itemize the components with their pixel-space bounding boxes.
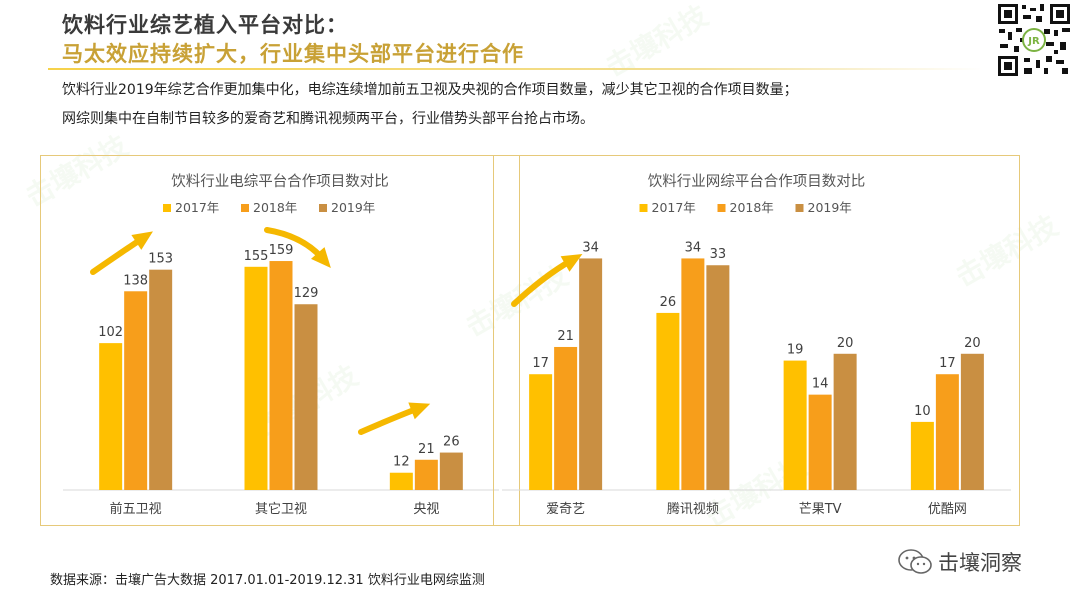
bar [414, 459, 438, 490]
trend-arrow [90, 231, 153, 275]
trend-arrow [511, 254, 583, 307]
x-tick-label: 其它卫视 [255, 501, 307, 517]
bar [833, 353, 857, 490]
data-label: 155 [244, 249, 269, 264]
legend-swatch [795, 204, 804, 212]
bar [99, 343, 123, 490]
qr-code-icon: JR [996, 2, 1072, 78]
legend-swatch [319, 204, 327, 212]
x-tick-label: 优酷网 [928, 502, 967, 517]
wechat-icon [898, 549, 932, 574]
bar [529, 374, 553, 490]
bar [244, 266, 268, 490]
data-label: 21 [557, 329, 574, 344]
data-label: 19 [787, 343, 804, 358]
bar [935, 374, 959, 490]
data-label: 26 [660, 295, 677, 310]
x-tick-label: 前五卫视 [110, 501, 162, 517]
data-label: 10 [914, 404, 931, 419]
legend-swatch [639, 204, 648, 212]
legend-item: 2018年 [241, 200, 297, 215]
data-label: 20 [964, 336, 981, 351]
bar [783, 360, 807, 490]
data-label: 17 [939, 356, 956, 371]
data-label: 14 [812, 377, 829, 392]
bar [389, 472, 413, 490]
brand-signature: 击壤洞察 [898, 547, 1022, 577]
page-subtitle: 马太效应持续扩大，行业集中头部平台进行合作 [62, 42, 524, 66]
data-label: 102 [98, 325, 123, 340]
data-label: 20 [837, 336, 854, 351]
watermark: 击壤科技 [600, 0, 714, 84]
bar [656, 312, 680, 490]
x-tick-label: 腾讯视频 [667, 501, 719, 517]
bar [910, 421, 934, 490]
chart-title: 饮料行业电综平台合作项目数对比 [171, 173, 389, 190]
description-line: 饮料行业2019年综艺合作更加集中化，电综连续增加前五卫视及央视的合作项目数量，… [62, 82, 798, 98]
page-title: 饮料行业综艺植入平台对比： [62, 13, 348, 37]
brand-name: 击壤洞察 [938, 551, 1022, 575]
data-label: 26 [443, 435, 460, 450]
bar [149, 269, 173, 490]
x-tick-label: 爱奇艺 [546, 501, 585, 517]
x-tick-label: 央视 [413, 502, 439, 517]
bar [294, 304, 318, 490]
web-chart-panel: 饮料行业网综平台合作项目数对比 2017年 2018年 2019年 17 21 34 爱奇艺 2… [493, 155, 1020, 526]
bar [554, 346, 578, 490]
title-divider [48, 68, 983, 70]
legend-label: 2017年 [652, 200, 696, 215]
tv-chart-panel: 饮料行业电综平台合作项目数对比 2017年 2018年 2019年 102 138 153 前… [40, 155, 520, 526]
legend-swatch [717, 204, 726, 212]
data-source: 数据来源：击壤广告大数据 2017.01.01-2019.12.31 饮料行业电… [50, 573, 485, 588]
web-variety-chart: 饮料行业网综平台合作项目数对比 2017年 2018年 2019年 17 21 34 爱奇艺 2… [502, 173, 1011, 517]
x-tick-label: 芒果TV [799, 501, 842, 517]
data-label: 138 [123, 273, 148, 288]
bar [808, 394, 832, 490]
svg-text:JR: JR [1027, 36, 1040, 47]
data-label: 12 [393, 455, 410, 470]
trend-arrow [358, 402, 431, 435]
data-label: 129 [294, 286, 319, 301]
data-label: 153 [148, 252, 173, 267]
legend-item: 2017年 [639, 200, 696, 215]
data-label: 33 [710, 247, 727, 262]
legend-label: 2017年 [175, 200, 219, 215]
trend-arrow [264, 227, 331, 269]
bar [269, 261, 293, 490]
legend-item: 2019年 [319, 200, 375, 215]
chart-title: 饮料行业网综平台合作项目数对比 [648, 173, 866, 190]
bar [579, 258, 603, 490]
legend-swatch [163, 204, 171, 212]
legend-label: 2019年 [331, 200, 375, 215]
legend-item: 2017年 [163, 200, 219, 215]
data-label: 17 [532, 356, 549, 371]
bar [681, 258, 705, 490]
legend-item: 2018年 [717, 200, 774, 215]
bar [960, 353, 984, 490]
bar [124, 291, 148, 490]
description-line: 网综则集中在自制节目较多的爱奇艺和腾讯视频两平台，行业借势头部平台抢占市场。 [62, 111, 594, 127]
data-label: 34 [685, 240, 702, 255]
legend-label: 2018年 [253, 200, 297, 215]
legend-item: 2019年 [795, 200, 852, 215]
data-label: 159 [269, 243, 294, 258]
legend-label: 2018年 [730, 200, 774, 215]
legend-label: 2019年 [808, 200, 852, 215]
data-label: 21 [418, 442, 435, 457]
bar [706, 265, 730, 490]
data-label: 34 [582, 240, 599, 255]
legend-swatch [241, 204, 249, 212]
bar [439, 452, 463, 490]
